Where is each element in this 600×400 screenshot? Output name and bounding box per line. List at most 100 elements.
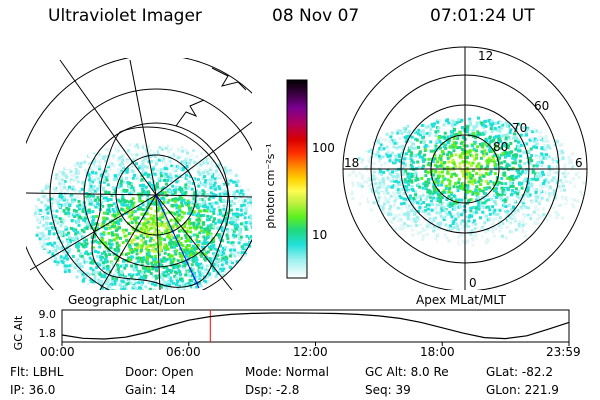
mag-aurora-pixel bbox=[407, 148, 411, 152]
geo-aurora-pixel bbox=[195, 164, 199, 168]
geo-aurora-pixel bbox=[205, 218, 209, 222]
geo-aurora-pixel bbox=[223, 166, 227, 170]
geo-aurora-pixel bbox=[68, 264, 72, 268]
geo-aurora-pixel bbox=[85, 260, 89, 264]
geo-aurora-pixel bbox=[170, 234, 174, 238]
mag-aurora-pixel bbox=[481, 210, 485, 214]
mag-aurora-pixel bbox=[438, 137, 442, 141]
mag-aurora-pixel bbox=[507, 154, 511, 157]
geo-aurora-pixel bbox=[67, 165, 71, 169]
mag-aurora-pixel bbox=[474, 222, 478, 226]
geo-aurora-pixel bbox=[114, 145, 118, 149]
mag-aurora-pixel bbox=[399, 215, 403, 219]
geo-aurora-pixel bbox=[211, 175, 214, 179]
mag-aurora-pixel bbox=[562, 209, 566, 213]
geo-aurora-pixel bbox=[200, 152, 204, 156]
mag-aurora-pixel bbox=[350, 192, 354, 196]
mag-aurora-pixel bbox=[430, 208, 434, 212]
geo-aurora-pixel bbox=[59, 247, 63, 250]
mag-aurora-pixel bbox=[372, 174, 376, 178]
geo-aurora-pixel bbox=[88, 278, 92, 281]
geo-aurora-pixel bbox=[60, 232, 64, 236]
mag-aurora-pixel bbox=[491, 222, 495, 226]
mag-aurora-pixel bbox=[530, 136, 534, 140]
mag-aurora-pixel bbox=[448, 203, 452, 207]
mag-aurora-pixel bbox=[406, 207, 410, 211]
mag-aurora-pixel bbox=[400, 131, 404, 135]
geo-aurora-pixel bbox=[232, 215, 235, 219]
mag-aurora-pixel bbox=[370, 187, 374, 190]
geo-aurora-pixel bbox=[148, 153, 152, 157]
geo-aurora-pixel bbox=[52, 214, 56, 217]
mag-aurora-pixel bbox=[372, 158, 376, 162]
geo-aurora-pixel bbox=[129, 248, 132, 252]
mag-aurora-pixel bbox=[543, 139, 547, 143]
mag-aurora-pixel bbox=[515, 175, 519, 179]
geo-aurora-pixel bbox=[188, 222, 191, 226]
geo-aurora-pixel bbox=[141, 271, 144, 275]
mag-aurora-pixel bbox=[534, 222, 538, 226]
mag-aurora-pixel bbox=[535, 217, 539, 221]
geo-aurora-pixel bbox=[55, 218, 59, 222]
geo-aurora-pixel bbox=[232, 180, 236, 184]
geo-aurora-pixel bbox=[203, 209, 207, 213]
geo-aurora-pixel bbox=[182, 160, 186, 164]
geo-aurora-pixel bbox=[221, 188, 225, 192]
mlt-label-0: 0 bbox=[469, 276, 477, 290]
mag-aurora-pixel bbox=[479, 179, 483, 183]
mag-aurora-pixel bbox=[501, 123, 505, 127]
geo-aurora-pixel bbox=[117, 222, 121, 226]
geo-aurora-pixel bbox=[169, 254, 173, 258]
geo-aurora-pixel bbox=[144, 185, 148, 189]
geo-aurora-pixel bbox=[218, 198, 222, 202]
geo-aurora-pixel bbox=[72, 228, 76, 232]
geo-aurora-pixel bbox=[176, 225, 180, 229]
geo-aurora-pixel bbox=[225, 190, 229, 194]
mag-aurora-pixel bbox=[421, 186, 425, 190]
geo-aurora-pixel bbox=[85, 172, 88, 176]
geo-aurora-pixel bbox=[78, 203, 82, 207]
mag-aurora-pixel bbox=[551, 166, 555, 170]
mag-aurora-pixel bbox=[369, 176, 373, 179]
geo-aurora-pixel bbox=[166, 200, 170, 204]
geo-aurora-pixel bbox=[79, 252, 83, 256]
geo-aurora-pixel bbox=[114, 178, 117, 182]
geo-aurora-pixel bbox=[224, 245, 227, 249]
mag-aurora-pixel bbox=[501, 142, 505, 146]
geo-aurora-pixel bbox=[91, 164, 94, 168]
geo-aurora-pixel bbox=[127, 149, 131, 153]
mag-aurora-pixel bbox=[434, 229, 438, 232]
geo-aurora-pixel bbox=[39, 211, 43, 215]
mag-aurora-pixel bbox=[453, 236, 457, 240]
geo-aurora-pixel bbox=[239, 194, 243, 197]
geo-aurora-pixel bbox=[144, 156, 147, 160]
geo-aurora-pixel bbox=[219, 173, 223, 177]
geo-aurora-pixel bbox=[120, 169, 123, 173]
geo-aurora-pixel bbox=[249, 200, 252, 204]
geo-aurora-pixel bbox=[182, 289, 186, 290]
mag-aurora-pixel bbox=[358, 162, 362, 166]
mag-aurora-pixel bbox=[574, 182, 578, 186]
geo-aurora-pixel bbox=[110, 162, 114, 166]
mag-aurora-pixel bbox=[408, 172, 412, 176]
geo-aurora-pixel bbox=[140, 263, 144, 267]
geo-aurora-pixel bbox=[93, 189, 97, 193]
mag-aurora-pixel bbox=[438, 140, 442, 144]
mag-aurora-pixel bbox=[450, 130, 454, 134]
mag-aurora-pixel bbox=[498, 212, 502, 216]
mag-aurora-pixel bbox=[522, 213, 526, 217]
geo-aurora-pixel bbox=[210, 208, 214, 211]
geo-aurora-pixel bbox=[236, 217, 239, 221]
geo-aurora-pixel bbox=[200, 198, 204, 201]
mag-aurora-pixel bbox=[467, 225, 470, 228]
mag-aurora-pixel bbox=[575, 173, 579, 176]
mag-aurora-pixel bbox=[553, 161, 557, 165]
mag-aurora-pixel bbox=[367, 187, 371, 191]
geo-aurora-pixel bbox=[177, 234, 180, 238]
mag-aurora-pixel bbox=[417, 182, 421, 186]
mag-aurora-pixel bbox=[486, 182, 490, 186]
mag-aurora-pixel bbox=[489, 233, 493, 237]
mag-aurora-pixel bbox=[441, 201, 445, 205]
geo-aurora-pixel bbox=[78, 262, 82, 266]
geo-aurora-pixel bbox=[124, 264, 128, 268]
